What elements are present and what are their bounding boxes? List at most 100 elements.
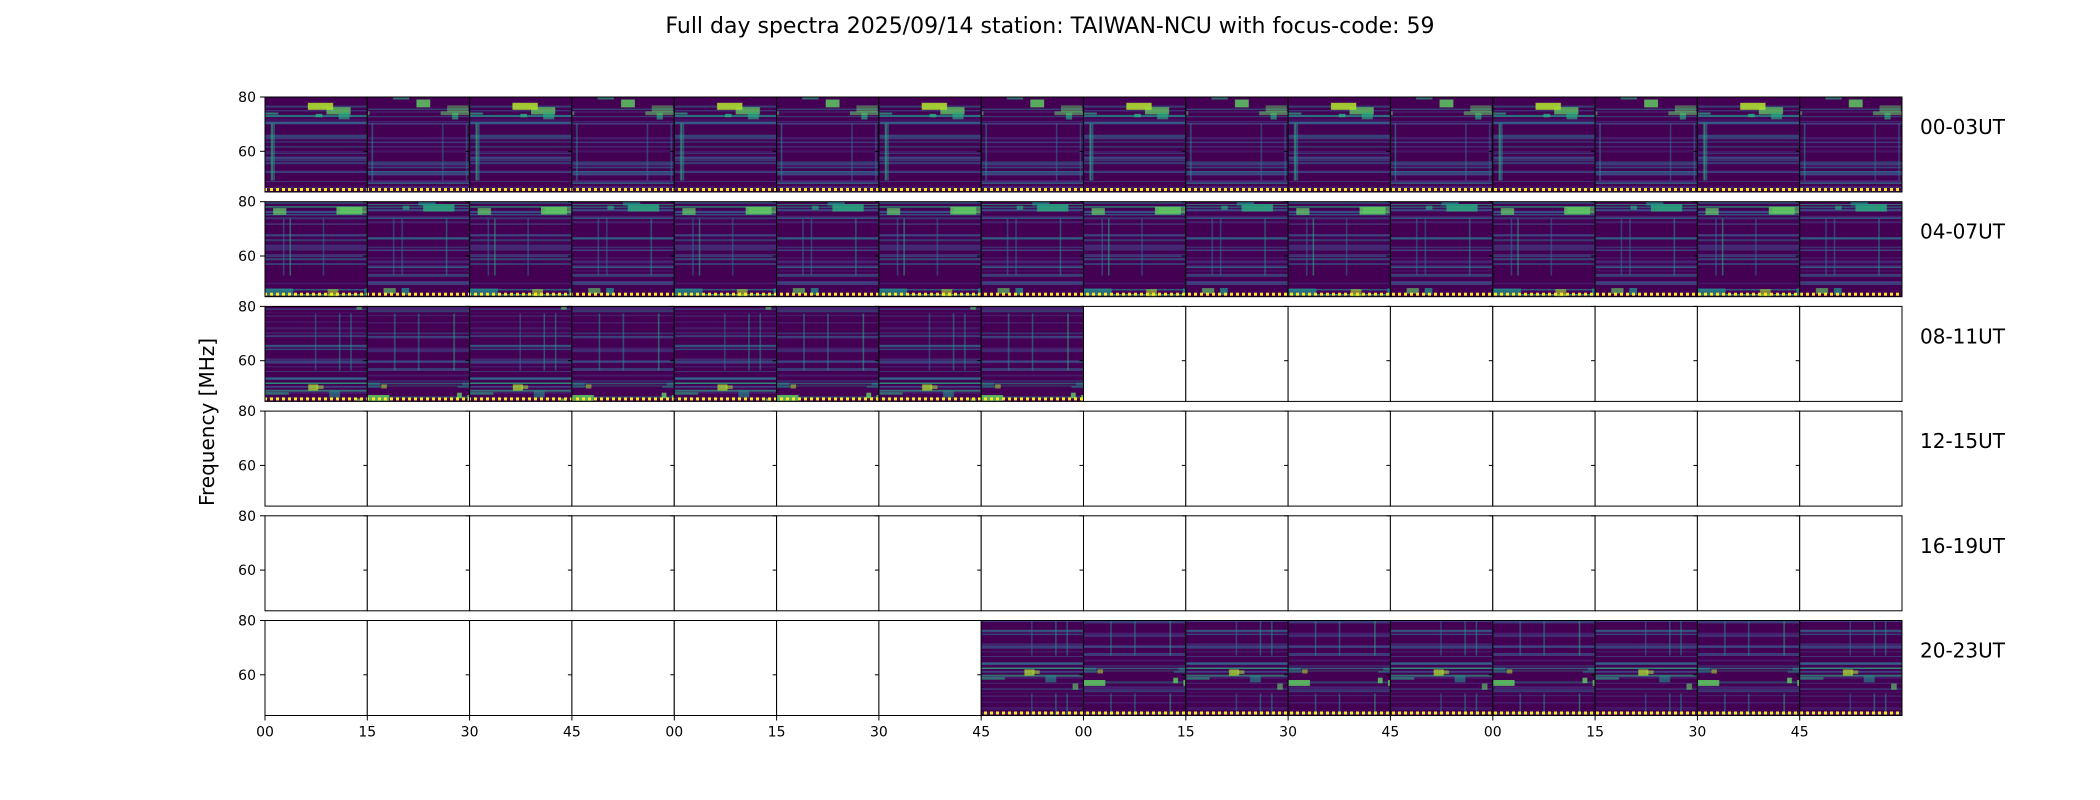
row-12-15UT bbox=[264, 410, 1903, 507]
spectrum-panel bbox=[265, 306, 368, 402]
baseline-marker bbox=[1697, 188, 1800, 191]
spectrum-panel bbox=[367, 97, 470, 192]
empty-panel bbox=[1288, 411, 1391, 507]
panel-frame bbox=[1799, 515, 1903, 612]
empty-panel bbox=[1697, 515, 1800, 611]
empty-panel bbox=[265, 620, 368, 716]
x-tick-label: 00 bbox=[1075, 725, 1093, 741]
spectrum-panel bbox=[1185, 97, 1289, 192]
chart-title: Full day spectra 2025/09/14 station: TAI… bbox=[665, 14, 1434, 39]
baseline-marker bbox=[571, 188, 675, 191]
baseline-marker bbox=[1185, 188, 1289, 191]
spectrum-panel bbox=[1697, 620, 1800, 716]
baseline-marker bbox=[674, 292, 777, 296]
baseline-marker bbox=[1390, 292, 1493, 296]
baseline-marker bbox=[981, 292, 1084, 296]
x-tick-label: 45 bbox=[972, 725, 990, 741]
y-tick-label: 80 bbox=[238, 195, 256, 211]
spectrum-panel bbox=[878, 201, 982, 297]
spectrum-panel bbox=[1083, 201, 1186, 297]
baseline-marker bbox=[571, 292, 675, 296]
panel-frame bbox=[1799, 305, 1903, 402]
x-tick-label: 45 bbox=[563, 725, 581, 741]
baseline-marker bbox=[367, 397, 470, 401]
row-04-07UT bbox=[264, 201, 1903, 298]
spectrum-panel bbox=[1799, 201, 1902, 297]
baseline-marker bbox=[1799, 292, 1902, 296]
x-tick-label: 15 bbox=[358, 725, 376, 741]
spectrum-panel bbox=[265, 97, 368, 192]
spectrum-panel bbox=[1083, 97, 1186, 192]
y-tick-label: 60 bbox=[238, 563, 256, 579]
baseline-marker bbox=[1288, 188, 1391, 191]
baseline-marker bbox=[1185, 292, 1289, 296]
spectrum-panel bbox=[469, 201, 572, 297]
spectrum-panel bbox=[1799, 620, 1902, 716]
y-tick-label: 80 bbox=[238, 614, 256, 630]
empty-panel bbox=[469, 515, 572, 611]
x-tick-label: 00 bbox=[1484, 725, 1502, 741]
y-tick-label: 60 bbox=[238, 354, 256, 370]
spectrum-panel bbox=[674, 97, 777, 192]
x-tick-label: 45 bbox=[1791, 725, 1809, 741]
y-tick-label: 80 bbox=[238, 509, 256, 525]
baseline-marker bbox=[878, 397, 982, 401]
empty-panel bbox=[367, 411, 470, 507]
row-label: 16-19UT bbox=[1920, 534, 2006, 558]
empty-panel bbox=[1083, 411, 1186, 507]
baseline-marker bbox=[674, 188, 777, 191]
empty-panel bbox=[367, 620, 470, 716]
empty-panel bbox=[1697, 411, 1800, 507]
spectrum-panel bbox=[674, 201, 777, 297]
x-tick-label: 15 bbox=[1177, 725, 1195, 741]
row-label: 00-03UT bbox=[1920, 115, 2006, 139]
spectrum-panel bbox=[1492, 201, 1596, 297]
panel-frame bbox=[1799, 410, 1903, 507]
baseline-marker bbox=[367, 292, 470, 296]
empty-panel bbox=[571, 620, 675, 716]
empty-panel bbox=[1595, 411, 1698, 507]
empty-panel bbox=[981, 411, 1084, 507]
empty-panel bbox=[571, 411, 675, 507]
baseline-marker bbox=[469, 292, 572, 296]
spectrum-panel bbox=[1185, 620, 1289, 716]
y-tick-label: 80 bbox=[238, 404, 256, 420]
empty-panel bbox=[265, 411, 368, 507]
panel-frame bbox=[1799, 96, 1903, 193]
baseline-marker bbox=[1083, 292, 1186, 296]
baseline-marker bbox=[1799, 188, 1902, 191]
panel-frame bbox=[1799, 620, 1903, 716]
spectrum-panel bbox=[1185, 201, 1289, 297]
baseline-marker bbox=[1595, 711, 1698, 715]
baseline-marker bbox=[469, 397, 572, 401]
spectrum-panel bbox=[469, 97, 572, 192]
baseline-marker bbox=[1492, 292, 1596, 296]
spectrum-panel bbox=[1595, 201, 1698, 297]
baseline-marker bbox=[1185, 711, 1289, 715]
empty-panel bbox=[1083, 515, 1186, 611]
baseline-marker bbox=[776, 292, 879, 296]
baseline-marker bbox=[1595, 188, 1698, 191]
spectrum-panel bbox=[1390, 97, 1493, 192]
baseline-marker bbox=[1492, 188, 1596, 191]
y-tick-label: 80 bbox=[238, 299, 256, 315]
baseline-marker bbox=[469, 188, 572, 191]
baseline-marker bbox=[1595, 292, 1698, 296]
spectrum-panel bbox=[1492, 97, 1596, 192]
x-tick-label: 30 bbox=[1279, 725, 1297, 741]
row-08-11UT bbox=[264, 305, 1903, 402]
x-tick-label: 30 bbox=[461, 725, 479, 741]
empty-panel bbox=[776, 411, 879, 507]
empty-panel bbox=[1697, 306, 1800, 402]
empty-panel bbox=[1595, 515, 1698, 611]
empty-panel bbox=[674, 620, 777, 716]
empty-panel bbox=[776, 515, 879, 611]
x-tick-label: 30 bbox=[1688, 725, 1706, 741]
y-tick-label: 60 bbox=[238, 458, 256, 474]
baseline-marker bbox=[674, 397, 777, 401]
empty-panel bbox=[981, 515, 1084, 611]
spectrum-panel bbox=[776, 306, 879, 402]
empty-panel bbox=[1390, 411, 1493, 507]
spectrum-panel bbox=[1390, 620, 1493, 716]
empty-panel bbox=[776, 620, 879, 716]
